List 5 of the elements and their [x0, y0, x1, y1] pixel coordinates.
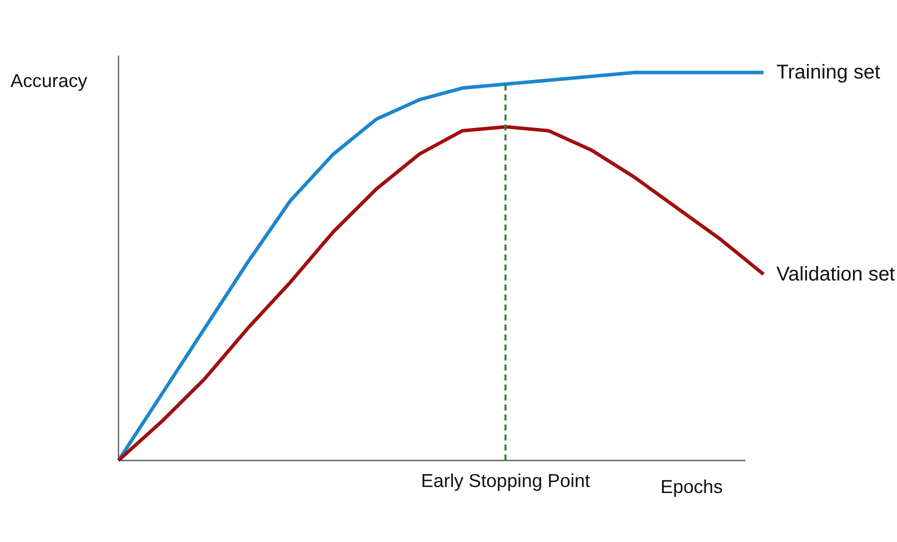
x-axis-title: Epochs: [660, 476, 723, 498]
series-label: Training set: [776, 62, 881, 84]
y-axis-title: Accuracy: [10, 70, 88, 91]
series-label: Validation set: [776, 263, 896, 286]
text: Early Stopping Point: [420, 470, 591, 492]
